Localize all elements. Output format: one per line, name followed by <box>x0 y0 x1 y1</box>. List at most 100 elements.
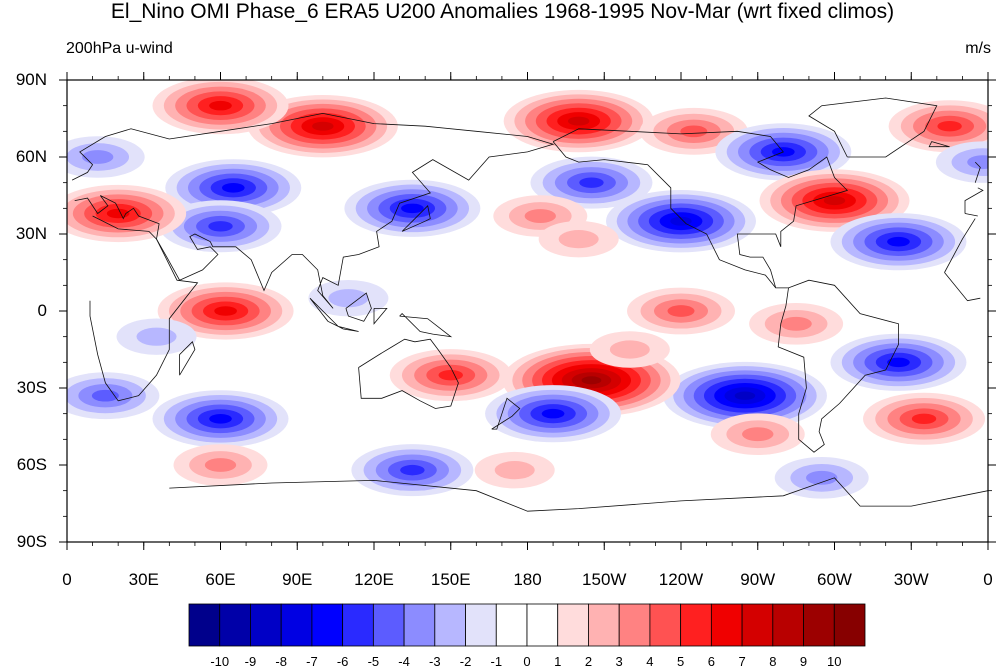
contour-level <box>204 458 237 472</box>
x-tick-label: 0 <box>983 570 993 589</box>
anomaly-cell-13 <box>67 184 187 243</box>
colorbar-label: -4 <box>398 654 410 669</box>
colorbar-label: -2 <box>459 654 472 669</box>
units-label: m/s <box>965 40 991 57</box>
colorbar-box <box>618 603 651 647</box>
anomaly-cell-16 <box>830 213 967 271</box>
colorbar-label: -5 <box>367 654 380 669</box>
contour-level <box>208 221 233 232</box>
contour-level <box>328 289 369 308</box>
contour-level <box>558 230 599 249</box>
contour-level <box>780 316 812 331</box>
anomaly-cell-9 <box>530 156 653 209</box>
coastline-1 <box>944 272 981 302</box>
coastline-13 <box>974 161 981 183</box>
coastline-12 <box>179 341 196 376</box>
y-tick-label: 30S <box>16 378 47 397</box>
contour-level <box>734 391 756 400</box>
anomaly-cell-33 <box>474 451 555 489</box>
contour-level <box>209 414 232 424</box>
contour-level <box>823 196 846 206</box>
coastline-17 <box>962 490 988 497</box>
anomaly-cell-8 <box>935 141 988 183</box>
contour-level <box>438 369 463 381</box>
colorbar-label: 4 <box>646 654 654 669</box>
contour-level <box>567 116 590 126</box>
colorbar-box <box>403 603 436 647</box>
coastline-8 <box>338 326 359 332</box>
anomaly-cell-4 <box>888 100 988 153</box>
anomaly-cell-2 <box>503 89 654 153</box>
contour-level <box>581 376 602 385</box>
coastline-10 <box>373 307 388 325</box>
x-tick-label: 60E <box>205 570 236 589</box>
coastline-15 <box>169 477 963 512</box>
coastline-5 <box>808 97 938 158</box>
colorbar-box <box>465 603 497 647</box>
contour-level <box>214 306 237 316</box>
x-tick-label: 180 <box>513 570 542 589</box>
y-tick-label: 30N <box>15 224 47 243</box>
anomaly-cell-24 <box>502 343 681 417</box>
anomaly-cell-25 <box>389 349 512 402</box>
chart-title: El_Nino OMI Phase_6 ERA5 U200 Anomalies … <box>110 0 895 23</box>
anomaly-cell-32 <box>351 444 474 497</box>
colorbar-label: 2 <box>584 654 593 669</box>
anomaly-cell-34 <box>774 457 869 499</box>
coastline-1 <box>89 215 199 402</box>
y-tick-label: 0 <box>37 301 47 320</box>
colorbar-box <box>526 603 559 647</box>
x-tick-label: 120E <box>354 570 394 589</box>
coastline-2 <box>71 112 555 309</box>
colorbar-box <box>833 603 866 647</box>
colorbar <box>188 603 866 647</box>
contour-level <box>887 357 910 368</box>
contour-level <box>806 470 838 485</box>
anomaly-cell-26 <box>152 390 289 448</box>
y-tick-label: 90N <box>15 70 47 89</box>
anomaly-cell-18 <box>538 220 619 258</box>
contour-level <box>742 427 774 442</box>
contour-level <box>667 305 695 317</box>
colorbar-box <box>311 603 344 647</box>
colorbar-box <box>710 603 743 647</box>
contour-level <box>401 203 424 214</box>
colorbar-box <box>741 603 774 647</box>
colorbar-label: 10 <box>827 654 842 669</box>
colorbar-label: -10 <box>210 654 230 669</box>
x-tick-label: 30E <box>128 570 159 589</box>
colorbar-box <box>372 603 405 647</box>
y-tick-label: 60N <box>15 147 47 166</box>
anomaly-cell-30 <box>710 413 805 456</box>
contour-level <box>312 121 334 131</box>
y-tick-label: 90S <box>16 532 47 551</box>
colorbar-label: 8 <box>769 654 777 669</box>
contour-level <box>680 125 708 138</box>
coastline-18 <box>928 141 950 148</box>
coastline-2 <box>964 213 978 217</box>
x-tick-label: 120W <box>658 570 704 589</box>
contour-level <box>887 236 910 247</box>
colorbar-box <box>495 603 528 647</box>
contour-level <box>911 413 937 424</box>
coastline-3 <box>358 338 459 409</box>
colorbar-label: -3 <box>429 654 441 669</box>
colorbar-box <box>557 603 589 647</box>
anomaly-cell-37 <box>589 331 670 368</box>
y-tick-label: 60S <box>16 455 47 474</box>
colorbar-box <box>588 603 620 647</box>
contour-level <box>136 327 177 346</box>
colorbar-label: -7 <box>306 654 318 669</box>
coastline-11 <box>401 204 431 232</box>
anomaly-cell-29 <box>863 392 986 445</box>
coastline-2 <box>964 187 984 214</box>
colorbar-box <box>219 603 251 647</box>
x-tick-label: 150W <box>582 570 627 589</box>
anomaly-cell-17 <box>493 195 588 237</box>
colorbar-box <box>434 603 466 647</box>
colorbar-box <box>803 603 835 647</box>
contour-level <box>967 155 988 170</box>
anomaly-cell-10 <box>344 179 481 237</box>
colorbar-label: 6 <box>707 654 715 669</box>
